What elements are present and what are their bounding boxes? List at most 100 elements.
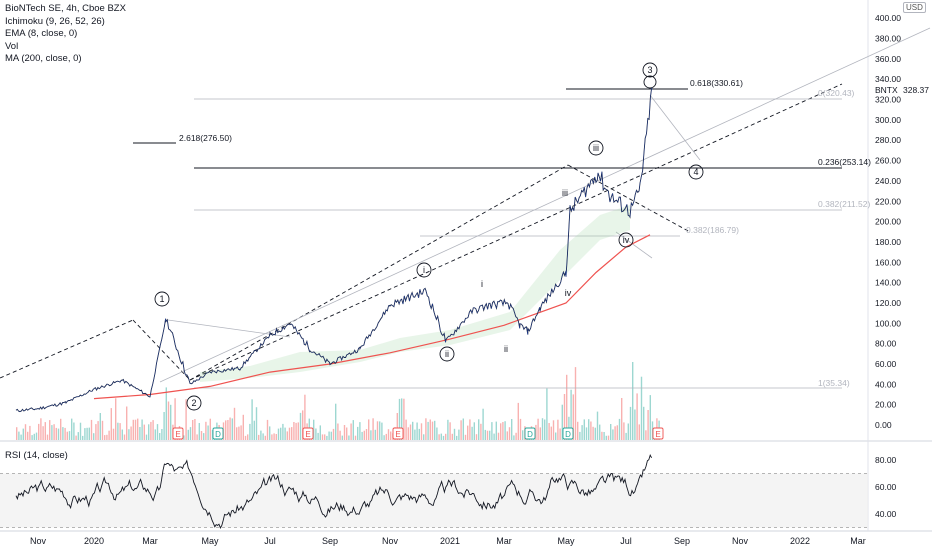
volume-bar — [16, 427, 18, 440]
volume-bar — [343, 425, 346, 440]
wave-label: 4 — [693, 167, 698, 177]
volume-bar — [640, 376, 643, 440]
volume-bar — [651, 421, 654, 440]
event-marker-box — [212, 427, 224, 440]
volume-bar — [368, 419, 370, 440]
event-marker-box — [302, 427, 314, 440]
volume-bar — [293, 422, 295, 440]
time-tick-label: May — [557, 536, 575, 546]
currency-badge[interactable]: USD — [903, 2, 926, 13]
volume-bar — [236, 427, 238, 440]
volume-bar — [262, 433, 264, 440]
time-tick-label: 2022 — [790, 536, 810, 546]
wave-label-circle — [642, 62, 658, 78]
volume-bar — [148, 424, 150, 440]
time-tick-label: Sep — [322, 536, 338, 546]
legend-ma: MA (200, close, 0) — [5, 53, 82, 64]
volume-bar — [196, 434, 198, 440]
volume-bar — [53, 424, 55, 440]
volume-bar — [583, 419, 585, 440]
volume-bar — [44, 422, 46, 440]
price-tick-label: 400.00 — [875, 13, 901, 23]
channel-line-drop — [132, 319, 191, 381]
volume-bar — [90, 419, 93, 440]
volume-bar — [500, 423, 502, 440]
volume-bar — [156, 424, 159, 440]
volume-bar — [93, 433, 95, 440]
volume-bar — [625, 432, 627, 440]
wave-label: iv — [623, 235, 630, 245]
volume-bar — [27, 431, 29, 440]
volume-bar — [106, 434, 108, 440]
volume-bar — [420, 423, 423, 440]
volume-bar — [491, 422, 493, 440]
volume-bar — [240, 425, 242, 440]
volume-bar — [326, 435, 328, 440]
volume-bar — [211, 430, 214, 440]
event-marker: E — [395, 430, 400, 439]
volume-bar — [544, 419, 546, 440]
wave-label: ii — [504, 344, 508, 354]
volume-bar — [242, 414, 244, 440]
volume-bar — [247, 434, 249, 440]
volume-bar — [354, 435, 357, 440]
volume-bar — [515, 432, 517, 440]
trend-guide — [159, 27, 931, 383]
volume-bar — [77, 432, 79, 440]
wave-label-circle — [186, 395, 202, 411]
volume-bar — [132, 419, 134, 440]
volume-bar — [225, 420, 227, 440]
volume-bar — [128, 429, 130, 440]
fib-label: 0(320.43) — [818, 88, 855, 98]
volume-bar — [471, 426, 473, 440]
volume-bar — [313, 419, 315, 440]
wave-label: i — [481, 279, 483, 289]
time-tick-label: Mar — [850, 536, 866, 546]
volume-bar — [183, 435, 185, 440]
volume-bar — [416, 422, 418, 440]
volume-bar — [445, 433, 447, 440]
volume-bar — [126, 406, 128, 440]
volume-bar — [55, 427, 57, 440]
volume-bar — [68, 431, 71, 440]
volume-bar — [363, 430, 365, 440]
volume-bar — [548, 423, 550, 440]
volume-bar — [398, 398, 401, 440]
wave-label-circle — [588, 140, 604, 156]
volume-bar — [550, 426, 552, 440]
time-tick-label: May — [201, 536, 219, 546]
volume-bar — [592, 426, 594, 440]
volume-bar — [467, 425, 469, 440]
volume-bar — [143, 424, 145, 440]
volume-bar — [253, 420, 255, 440]
volume-bar — [409, 424, 412, 440]
event-marker: D — [527, 430, 533, 439]
volume-bar — [418, 428, 420, 440]
wave-label: i — [423, 265, 425, 275]
event-marker-box — [392, 427, 404, 440]
volume-bar — [33, 433, 35, 440]
volume-bar — [139, 427, 141, 440]
volume-bar — [643, 406, 645, 440]
volume-bar — [649, 395, 651, 440]
volume-bar — [174, 398, 176, 440]
volume-bar — [238, 426, 240, 440]
volume-bar — [95, 424, 97, 440]
fib-label: 1(35.34) — [818, 378, 850, 388]
wave-label-circle — [154, 291, 170, 307]
volume-bar — [361, 431, 363, 440]
volume-bar — [317, 432, 319, 440]
event-marker-box — [524, 427, 536, 440]
volume-bar — [187, 429, 189, 440]
legend-ichimoku: Ichimoku (9, 26, 52, 26) — [5, 15, 105, 27]
volume-bar — [473, 422, 475, 440]
volume-bar — [330, 431, 332, 440]
volume-bar — [563, 394, 566, 440]
volume-bar — [570, 389, 572, 440]
event-marker: E — [655, 430, 660, 439]
volume-bar — [101, 420, 104, 440]
volume-bar — [22, 428, 24, 440]
volume-bar — [621, 398, 623, 440]
wave-label-circle — [618, 232, 634, 248]
